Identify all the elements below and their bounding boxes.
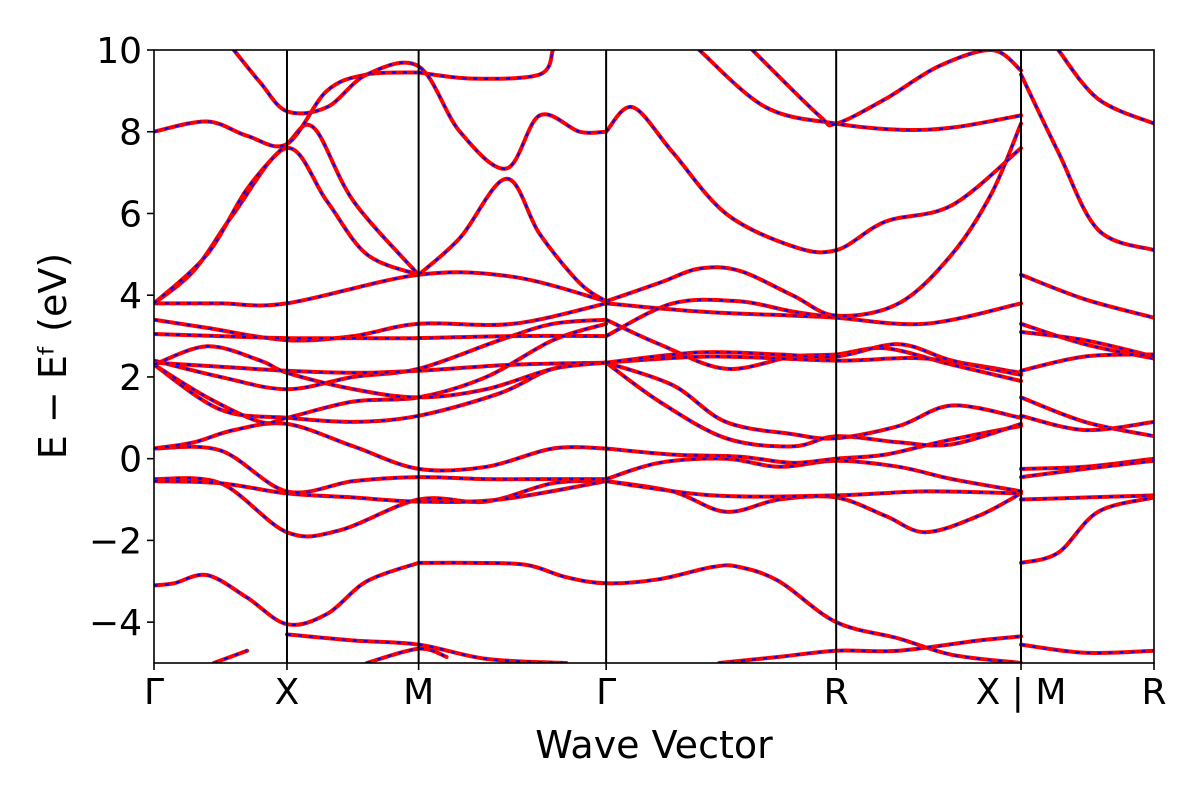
band-line-overlay-9 xyxy=(606,424,1022,464)
band-line-overlay-41 xyxy=(1020,396,1154,438)
band-line-overlay-26 xyxy=(154,147,420,305)
band-line-overlay-7 xyxy=(605,457,1022,493)
band-line-overlay-32 xyxy=(605,106,1022,254)
y-axis-ticks: −4 −2 0 2 4 6 8 10 xyxy=(89,31,154,644)
band-line-overlay-37 xyxy=(1020,273,1154,319)
x-tick-label: X | M xyxy=(976,672,1067,713)
band-line-2 xyxy=(154,476,609,539)
band-line-overlay-47 xyxy=(1020,643,1154,655)
band-line-overlay-0 xyxy=(154,561,419,626)
band-line-overlay-19 xyxy=(605,343,1022,376)
band-line-15 xyxy=(604,317,1023,383)
band-line-overlay-25 xyxy=(605,123,1023,317)
band-line-overlay-31 xyxy=(232,50,607,170)
y-tick-label: 6 xyxy=(119,194,142,235)
band-line-overlay-40 xyxy=(1020,353,1154,372)
band-line-overlay-44 xyxy=(1020,459,1154,479)
y-tick-label: 10 xyxy=(96,31,142,72)
band-line-overlay-33 xyxy=(698,50,1022,132)
band-line-overlay-3 xyxy=(605,480,1022,534)
y-tick-label: −4 xyxy=(89,603,142,644)
band-line-overlay-36 xyxy=(1057,50,1154,125)
band-line-5 xyxy=(604,479,1023,499)
band-line-overlay-5 xyxy=(605,480,1022,498)
band-line-overlay-21 xyxy=(606,302,1022,326)
band-line-30 xyxy=(416,50,555,81)
band-line-overlay-35 xyxy=(1020,74,1154,252)
band-line-overlay-4 xyxy=(154,480,607,504)
x-axis-label: Wave Vector xyxy=(535,723,773,767)
band-line-overlay-24 xyxy=(154,271,607,307)
band-line-35 xyxy=(1019,72,1154,253)
y-tick-label: 4 xyxy=(119,276,142,317)
band-line-overlay-18 xyxy=(154,345,607,399)
band-line-overlay-46 xyxy=(1020,496,1154,564)
band-line-6 xyxy=(154,444,609,495)
band-line-overlay-13 xyxy=(605,361,1022,440)
band-line-overlay-39 xyxy=(1020,330,1154,358)
band-line-27 xyxy=(416,176,609,304)
plot-frame xyxy=(153,49,1155,664)
band-line-overlay-42 xyxy=(1020,414,1154,432)
y-axis-label: E − Eᶠ (eV) xyxy=(31,253,75,459)
band-line-13 xyxy=(604,360,1023,441)
y-tick-label: 0 xyxy=(119,440,142,481)
band-line-overlay-51 xyxy=(719,635,1022,663)
band-line-12 xyxy=(154,321,609,426)
x-tick-label: R xyxy=(824,672,849,713)
band-line-overlay-17 xyxy=(606,355,1022,374)
y-tick-label: 2 xyxy=(119,358,142,399)
band-line-overlay-16 xyxy=(154,361,607,374)
x-tick-label: X xyxy=(275,672,300,713)
band-line-46 xyxy=(1019,495,1154,565)
x-axis-ticks: Γ X M Γ R X | M R xyxy=(144,663,1167,713)
x-tick-label: Γ xyxy=(144,672,164,713)
x-tick-label: R xyxy=(1141,672,1166,713)
band-line-overlay-30 xyxy=(418,50,554,80)
band-line-50 xyxy=(211,648,250,663)
band-line-45 xyxy=(1019,493,1154,502)
band-line-overlay-1 xyxy=(418,561,1022,663)
band-line-34 xyxy=(750,50,1023,128)
x-tick-label: M xyxy=(403,672,434,713)
band-line-overlay-34 xyxy=(751,50,1022,127)
band-line-overlay-23 xyxy=(605,298,837,338)
band-line-overlay-15 xyxy=(605,318,1022,383)
band-line-overlay-20 xyxy=(154,302,607,342)
band-line-overlay-11 xyxy=(605,361,1022,448)
band-line-overlay-49 xyxy=(366,647,447,663)
band-line-33 xyxy=(697,50,1023,133)
band-line-overlay-8 xyxy=(154,422,607,472)
band-line-overlay-22 xyxy=(154,332,607,340)
y-tick-label: −2 xyxy=(89,521,142,562)
y-tick-label: 8 xyxy=(119,113,142,154)
bands-layer xyxy=(154,50,1154,663)
band-line-37 xyxy=(1019,272,1154,320)
band-line-25 xyxy=(604,121,1023,318)
kpoint-lines xyxy=(285,50,1023,663)
band-line-8 xyxy=(154,421,609,473)
band-line-overlay-2 xyxy=(154,476,607,538)
x-tick-label: Γ xyxy=(596,672,616,713)
band-line-36 xyxy=(1056,50,1154,126)
band-line-24 xyxy=(154,270,609,308)
